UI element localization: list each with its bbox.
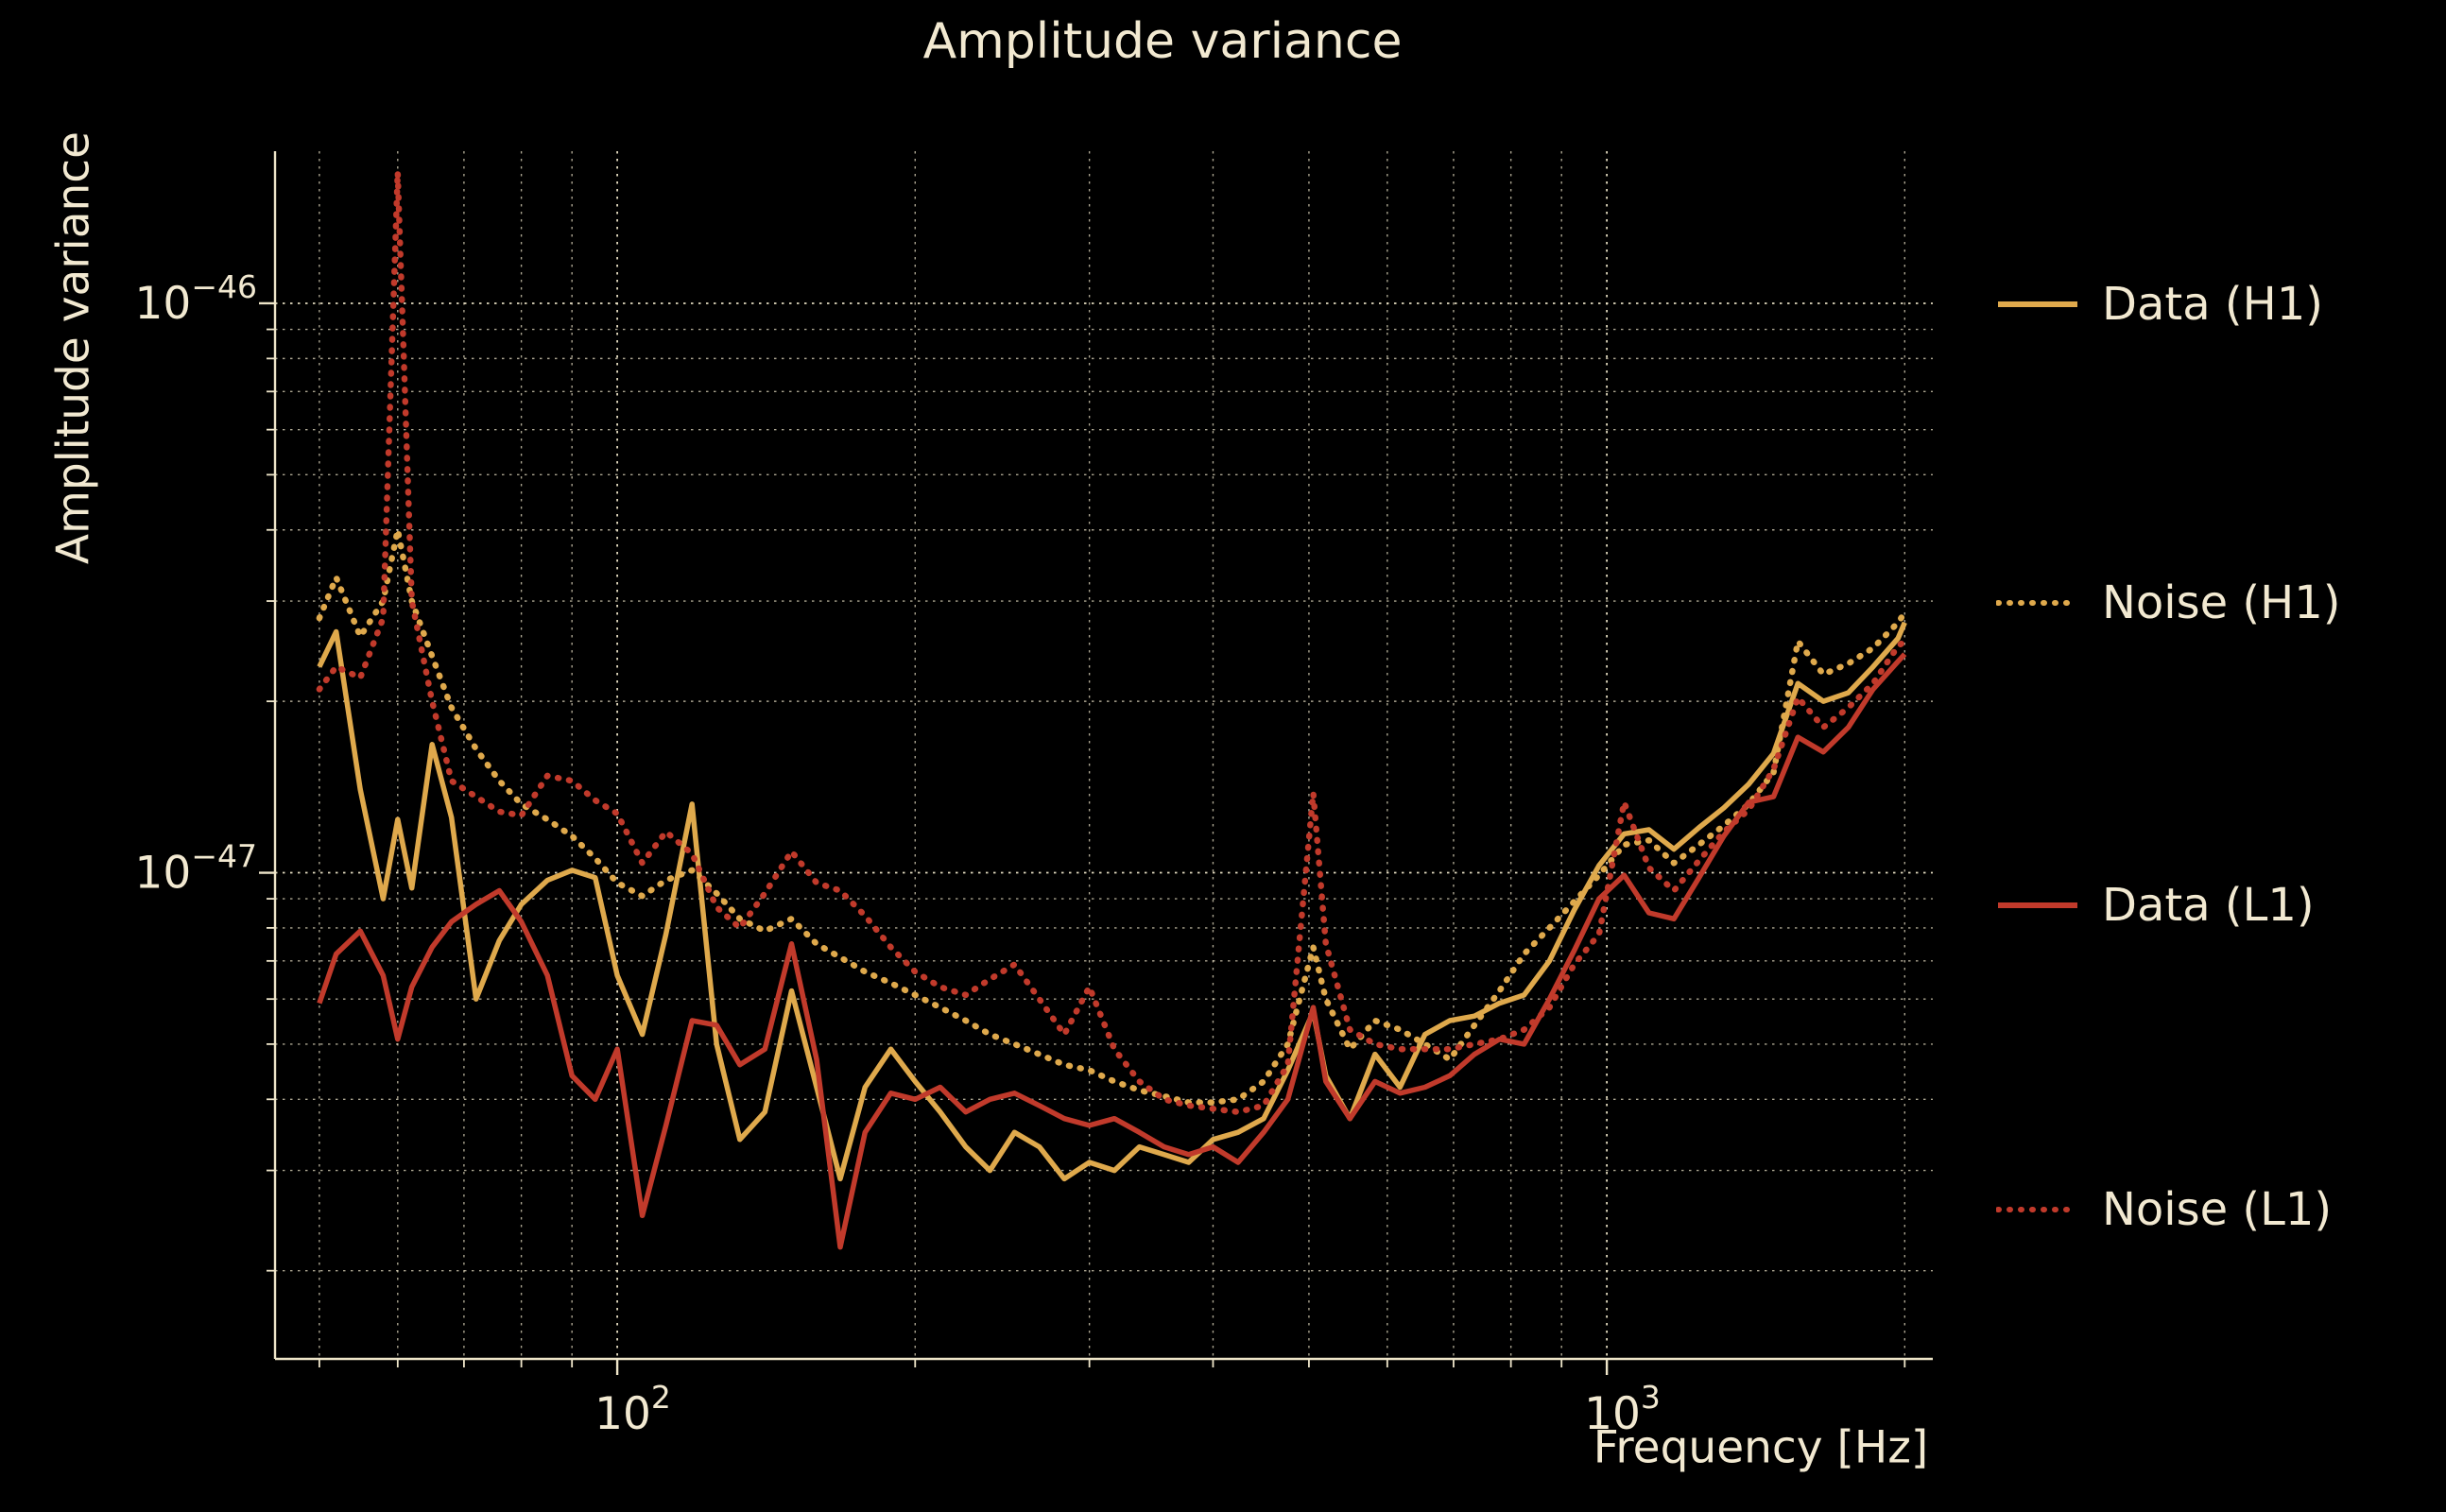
y-axis-label: Amplitude variance (47, 130, 100, 565)
y-tick-label: 10−47 (135, 838, 257, 900)
x-tick-label: 102 (594, 1379, 671, 1440)
legend-swatch-noise-l1 (1996, 1207, 2079, 1212)
chart-title: Amplitude variance (922, 13, 1403, 70)
legend-swatch-noise-h1 (1996, 600, 2079, 606)
legend-item-noise-h1: Noise (H1) (1996, 573, 2341, 633)
legend-label-noise-l1: Noise (L1) (2102, 1183, 2333, 1236)
curve-noise-h1- (316, 526, 1908, 1106)
legend-swatch-data-l1 (1998, 902, 2077, 908)
curve-noise-l1- (316, 168, 1908, 1115)
legend-item-noise-l1: Noise (L1) (1996, 1179, 2332, 1240)
legend-label-noise-h1: Noise (H1) (2102, 576, 2341, 629)
legend-swatch-data-h1 (1998, 301, 2077, 307)
legend-item-data-l1: Data (L1) (1996, 875, 2315, 936)
legend-label-data-h1: Data (H1) (2102, 278, 2323, 331)
y-tick-label: 10−46 (135, 268, 257, 330)
legend-item-data-h1: Data (H1) (1996, 274, 2323, 335)
legend-label-data-l1: Data (L1) (2102, 879, 2315, 932)
curve-data-h1- (317, 621, 1907, 1182)
curve-data-l1- (317, 652, 1907, 1250)
x-tick-label: 103 (1584, 1379, 1661, 1440)
x-axis-label: Frequency [Hz] (1593, 1421, 1929, 1474)
